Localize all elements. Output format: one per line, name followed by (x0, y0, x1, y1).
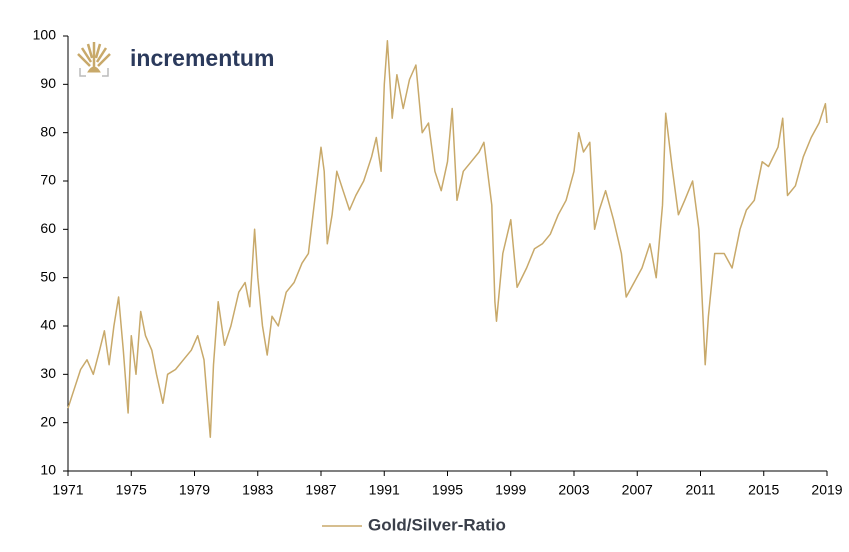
x-tick-label: 1991 (369, 482, 400, 498)
x-tick-label: 1983 (242, 482, 273, 498)
x-tick-label: 2019 (811, 482, 842, 498)
x-tick-label: 1979 (179, 482, 210, 498)
x-tick-label: 2015 (748, 482, 779, 498)
y-tick-label: 50 (40, 268, 56, 284)
y-tick-label: 60 (40, 220, 56, 236)
y-tick-label: 100 (33, 27, 57, 43)
y-tick-label: 20 (40, 413, 56, 429)
logo-text: incrementum (130, 45, 274, 71)
x-tick-label: 2007 (622, 482, 653, 498)
y-tick-label: 80 (40, 123, 56, 139)
y-tick-label: 90 (40, 75, 56, 91)
x-tick-label: 2003 (558, 482, 589, 498)
data-line (67, 40, 828, 438)
logo-icon (77, 42, 111, 77)
x-tick-label: 1975 (116, 482, 147, 498)
x-tick-label: 1971 (52, 482, 83, 498)
y-tick-label: 70 (40, 172, 56, 188)
x-tick-label: 1987 (305, 482, 336, 498)
x-tick-label: 1995 (432, 482, 463, 498)
legend-label: Gold/Silver-Ratio (368, 515, 506, 534)
y-tick-label: 10 (40, 462, 56, 478)
x-tick-label: 2011 (685, 482, 715, 498)
x-tick-label: 1999 (495, 482, 526, 498)
y-tick-label: 30 (40, 365, 56, 381)
y-tick-label: 40 (40, 317, 56, 333)
